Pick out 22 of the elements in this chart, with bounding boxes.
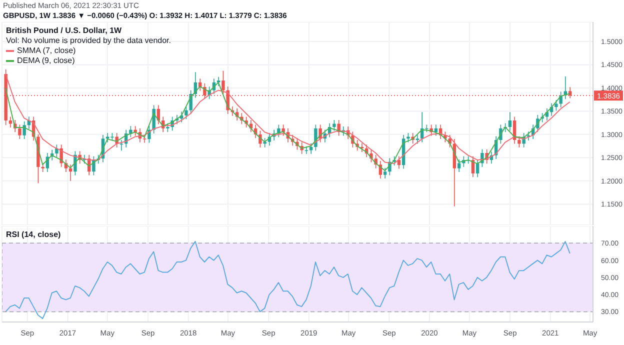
legend-label: SMMA (7, close) <box>17 46 76 56</box>
annotation: Vol: No volume is provided by the data vendor. <box>6 36 171 46</box>
candlestick <box>554 100 558 112</box>
candlestick <box>508 112 512 132</box>
candlestick <box>18 124 22 140</box>
text: RSI (14, close) <box>6 230 61 240</box>
legend-label: DEMA (9, close) <box>17 56 75 66</box>
candlestick <box>457 159 461 172</box>
candlestick <box>383 167 387 179</box>
candlestick <box>129 126 132 138</box>
candlestick <box>258 130 262 148</box>
text: British Pound / U.S. Dollar, 1W <box>6 26 123 36</box>
candlestick <box>222 70 225 94</box>
candlestick <box>148 126 151 144</box>
candlestick <box>304 146 308 154</box>
candlestick <box>406 132 410 143</box>
candlestick <box>120 140 124 152</box>
candlestick <box>92 156 96 176</box>
candlestick <box>332 120 336 132</box>
candlestick <box>184 106 188 120</box>
candlestick <box>55 144 58 158</box>
candlestick <box>22 121 26 140</box>
